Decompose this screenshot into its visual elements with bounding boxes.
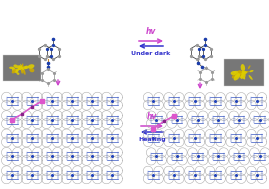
Ellipse shape [248,65,250,69]
Ellipse shape [12,67,15,72]
Ellipse shape [24,66,29,69]
Bar [224,59,264,86]
Ellipse shape [20,64,23,71]
Ellipse shape [21,63,23,70]
Ellipse shape [241,64,245,71]
Ellipse shape [13,64,19,68]
Ellipse shape [231,71,237,75]
Ellipse shape [22,67,26,75]
Ellipse shape [238,73,242,77]
Ellipse shape [21,66,23,74]
Ellipse shape [18,65,24,70]
Ellipse shape [28,64,34,69]
Ellipse shape [241,73,244,79]
Ellipse shape [20,65,24,71]
Bar [3,55,41,81]
Ellipse shape [239,71,245,75]
Ellipse shape [238,71,243,73]
Ellipse shape [23,66,27,69]
Ellipse shape [16,72,19,75]
Ellipse shape [14,69,18,73]
Ellipse shape [240,74,242,78]
Ellipse shape [233,71,241,74]
Ellipse shape [9,67,14,69]
Ellipse shape [249,75,253,80]
Ellipse shape [240,72,245,78]
Ellipse shape [240,71,247,74]
Ellipse shape [17,65,20,70]
Ellipse shape [20,66,23,69]
Ellipse shape [243,77,245,79]
Ellipse shape [242,71,249,74]
Ellipse shape [15,68,20,72]
Ellipse shape [238,70,242,74]
Ellipse shape [249,70,253,72]
Ellipse shape [29,68,34,72]
Ellipse shape [12,69,17,73]
Ellipse shape [242,72,246,79]
Ellipse shape [232,73,239,78]
Ellipse shape [18,66,23,70]
Text: Under dark: Under dark [131,51,171,56]
Text: hv: hv [146,27,156,36]
Text: Heating: Heating [138,137,166,142]
Ellipse shape [233,74,240,81]
Ellipse shape [235,73,240,77]
Text: hv: hv [147,112,157,121]
